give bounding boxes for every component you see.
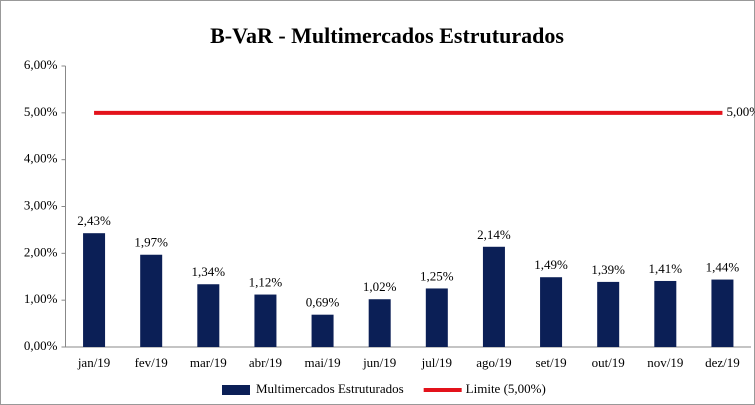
x-tick-label: abr/19 (249, 355, 282, 370)
data-label: 1,39% (591, 262, 625, 277)
x-tick-label: out/19 (592, 355, 625, 370)
x-tick-label: fev/19 (135, 355, 168, 370)
x-tick-label: set/19 (536, 355, 567, 370)
bar (368, 299, 391, 347)
x-tick-label: mai/19 (305, 355, 341, 370)
x-tick-label: jul/19 (421, 355, 452, 370)
bar (482, 246, 505, 347)
data-label: 1,34% (192, 264, 226, 279)
legend-label: Multimercados Estruturados (256, 381, 404, 396)
bar (711, 279, 734, 347)
data-label: 2,43% (77, 213, 111, 228)
legend-label: Limite (5,00%) (466, 381, 546, 396)
y-tick-label: 6,00% (24, 57, 58, 72)
data-label: 1,49% (534, 257, 568, 272)
x-tick-label: nov/19 (647, 355, 683, 370)
x-tick-label: dez/19 (705, 355, 740, 370)
x-tick-label: mar/19 (190, 355, 227, 370)
y-tick-label: 1,00% (24, 291, 58, 306)
bar (425, 288, 448, 347)
y-tick-label: 4,00% (24, 151, 58, 166)
bar (311, 314, 334, 347)
data-label: 1,44% (706, 260, 740, 275)
bar (540, 277, 563, 347)
bar (254, 294, 277, 347)
x-tick-label: jun/19 (362, 355, 396, 370)
data-label: 1,41% (649, 261, 683, 276)
data-label: 0,69% (306, 295, 340, 310)
data-label: 1,12% (249, 275, 283, 290)
bar (654, 280, 677, 347)
bar (597, 281, 620, 347)
x-tick-label: ago/19 (476, 355, 511, 370)
chart-title: B-VaR - Multimercados Estruturados (210, 23, 564, 48)
x-tick-label: jan/19 (77, 355, 111, 370)
bar (83, 233, 106, 347)
data-label: 1,25% (420, 268, 454, 283)
y-tick-label: 0,00% (24, 338, 58, 353)
data-label: 1,02% (363, 279, 397, 294)
data-label: 2,14% (477, 227, 511, 242)
y-tick-label: 2,00% (24, 244, 58, 259)
end-label: 5,00% (726, 104, 755, 119)
y-tick-label: 3,00% (24, 197, 58, 212)
bar (197, 284, 220, 347)
legend-swatch (222, 385, 250, 395)
data-label: 1,97% (134, 235, 168, 250)
bar (140, 254, 163, 347)
y-tick-label: 5,00% (24, 104, 58, 119)
